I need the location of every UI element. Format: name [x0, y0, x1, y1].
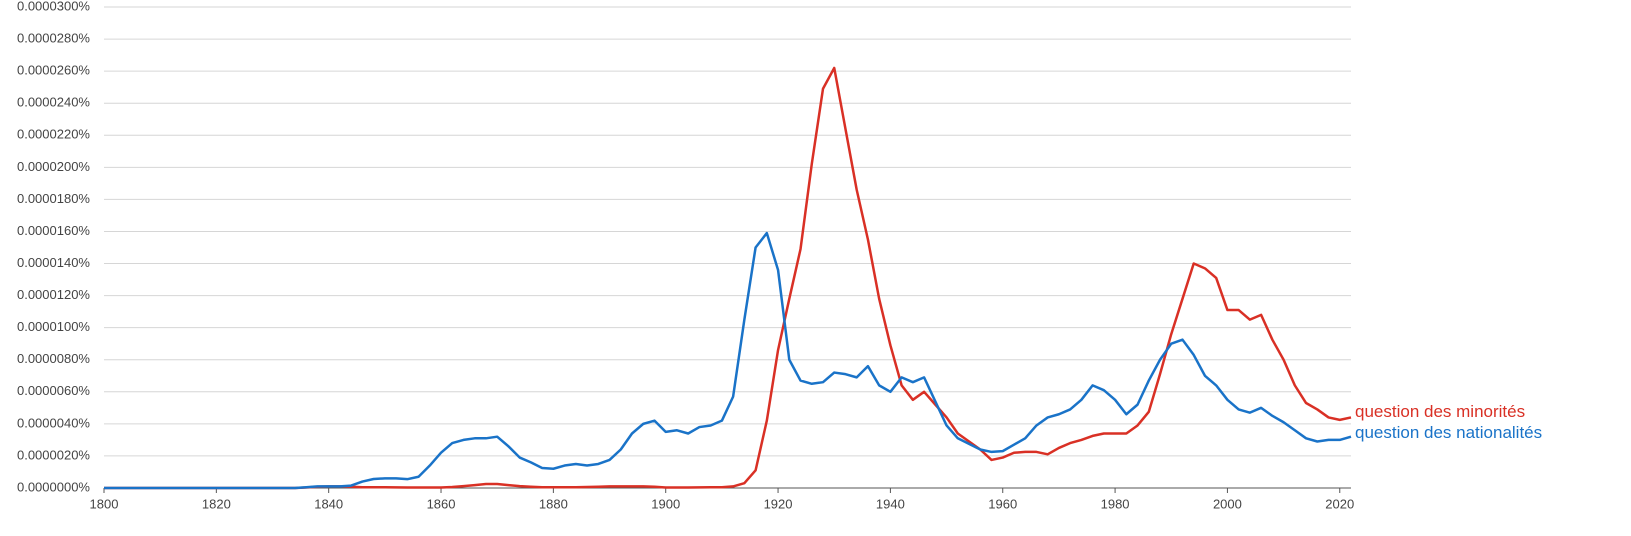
y-tick-label: 0.0000120% [17, 287, 90, 302]
x-tick-label: 1980 [1101, 496, 1130, 511]
x-tick-label: 2000 [1213, 496, 1242, 511]
y-tick-label: 0.0000140% [17, 255, 90, 270]
y-tick-label: 0.0000220% [17, 127, 90, 142]
x-tick-label: 1800 [90, 496, 119, 511]
y-tick-label: 0.0000240% [17, 95, 90, 110]
y-tick-label: 0.0000260% [17, 63, 90, 78]
x-tick-label: 1940 [876, 496, 905, 511]
x-tick-label: 1960 [988, 496, 1017, 511]
x-tick-label: 1920 [764, 496, 793, 511]
y-tick-label: 0.0000280% [17, 31, 90, 46]
x-tick-label: 1820 [202, 496, 231, 511]
y-tick-label: 0.0000080% [17, 351, 90, 366]
y-tick-label: 0.0000300% [17, 0, 90, 13]
y-tick-label: 0.0000040% [17, 415, 90, 430]
x-tick-label: 2020 [1325, 496, 1354, 511]
y-tick-label: 0.0000000% [17, 479, 90, 494]
y-tick-label: 0.0000020% [17, 447, 90, 462]
series-line [104, 231, 1352, 490]
x-tick-label: 1880 [539, 496, 568, 511]
y-tick-label: 0.0000180% [17, 191, 90, 206]
series-line [104, 66, 1352, 490]
x-tick-label: 1900 [651, 496, 680, 511]
series-label: question des nationalités [1355, 423, 1542, 442]
x-tick-label: 1860 [427, 496, 456, 511]
y-tick-label: 0.0000060% [17, 383, 90, 398]
series-label: question des minorités [1355, 402, 1525, 421]
y-tick-label: 0.0000100% [17, 319, 90, 334]
y-tick-label: 0.0000160% [17, 223, 90, 238]
y-tick-label: 0.0000200% [17, 159, 90, 174]
x-tick-label: 1840 [314, 496, 343, 511]
